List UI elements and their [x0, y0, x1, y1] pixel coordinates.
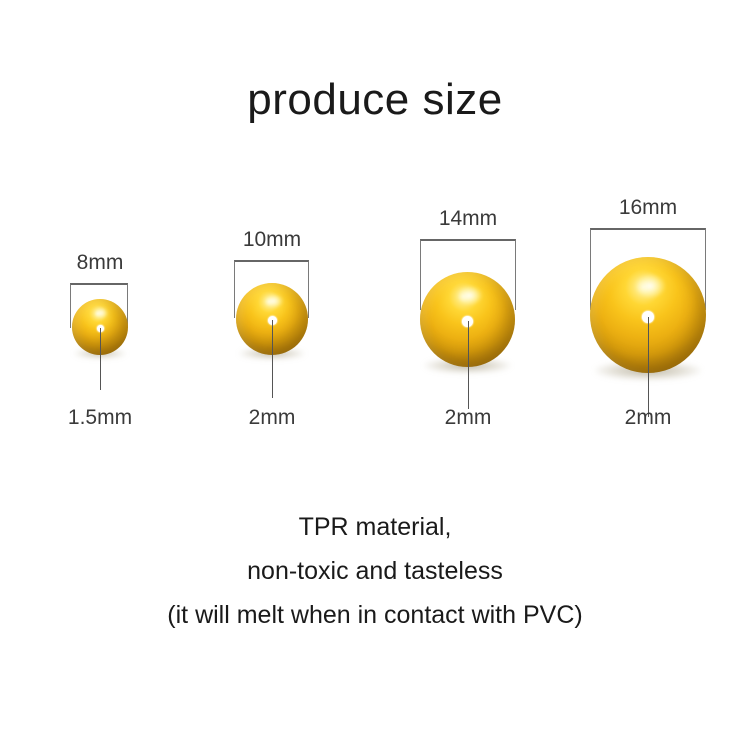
ball-sphere [420, 272, 515, 373]
hole-leader-line [272, 320, 273, 399]
dimension-bracket [70, 283, 128, 328]
diameter-label: 8mm [76, 251, 124, 274]
footer-line: non-toxic and tasteless [247, 557, 503, 585]
hole-size-label: 1.5mm [67, 406, 133, 429]
hole-leader-line [648, 317, 649, 418]
page-title: produce size [247, 75, 503, 124]
hole-size-label: 2mm [624, 406, 672, 429]
ball-highlight [93, 307, 109, 319]
hole-leader-line [467, 321, 469, 410]
ball-group: 10mm 2mm [202, 0, 342, 460]
hole-size-label: 2mm [444, 406, 492, 429]
diameter-label: 10mm [242, 228, 302, 251]
ball-highlight [635, 274, 666, 298]
diameter-label: 16mm [618, 196, 678, 219]
footer-line: TPR material, [298, 513, 452, 541]
ball-group: 8mm 1.5mm [30, 0, 170, 460]
dimension-bracket [234, 260, 309, 318]
dimension-bracket [420, 239, 516, 310]
material-notes: TPR material, non-toxic and tasteless (it … [0, 505, 750, 637]
hole-size-label: 2mm [248, 406, 296, 429]
ball-highlight [457, 286, 482, 306]
ball-group: 16mm 2mm [578, 0, 718, 460]
ball-highlight [264, 293, 283, 309]
footer-line: (it will melt when in contact with PVC) [167, 601, 583, 629]
ball-group: 14mm 2mm [398, 0, 538, 460]
hole-leader-line [100, 328, 101, 391]
dimension-bracket [590, 228, 706, 310]
diameter-label: 14mm [438, 207, 498, 230]
